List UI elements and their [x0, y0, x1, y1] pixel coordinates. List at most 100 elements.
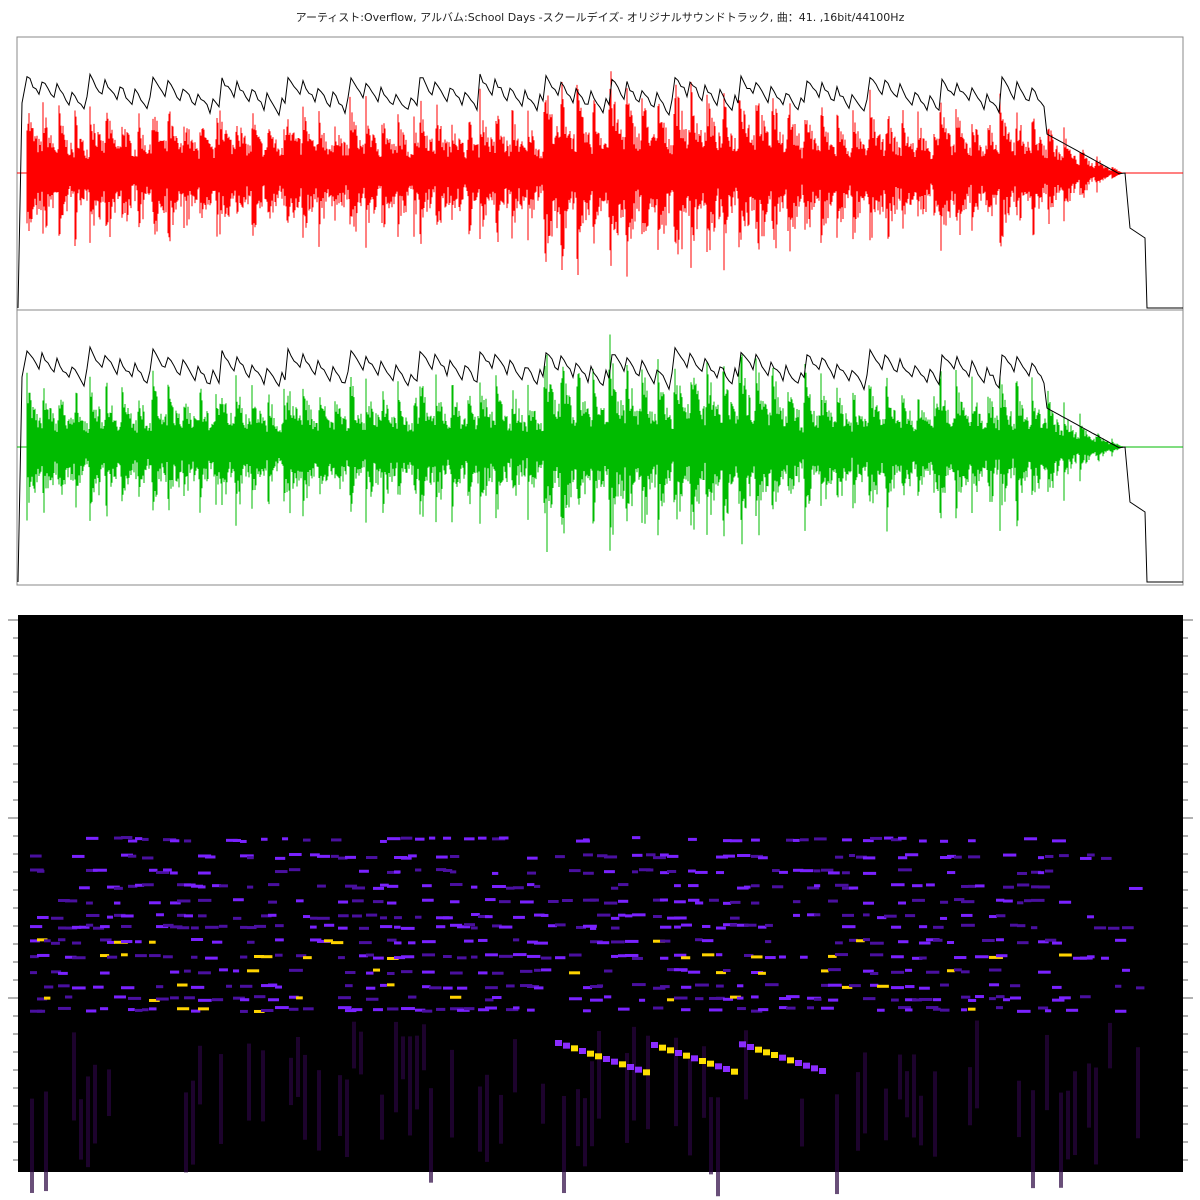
spectral-peak — [1066, 1008, 1079, 1012]
spectral-peak — [310, 853, 320, 857]
spectral-peak — [716, 996, 725, 1000]
spectral-peak — [779, 1006, 788, 1010]
spectral-peak — [240, 1009, 248, 1013]
spectral-peak — [940, 856, 952, 860]
spectral-peak — [1080, 956, 1093, 960]
spectral-peak — [961, 913, 973, 917]
spectral-peak — [625, 914, 633, 918]
spectral-peak — [870, 941, 884, 945]
spectral-peak — [716, 953, 723, 957]
spectral-peak — [289, 868, 301, 872]
spectral-peak — [828, 899, 838, 903]
spectral-peak — [1038, 940, 1049, 944]
spectral-peak — [611, 886, 619, 890]
spectral-peak — [317, 916, 330, 920]
spectral-peak — [723, 997, 734, 1001]
spectral-peak — [121, 953, 128, 957]
spectral-peak — [275, 856, 286, 860]
spectral-peak — [464, 1007, 475, 1011]
spectral-peak — [751, 995, 759, 999]
spectral-peak — [814, 884, 821, 888]
spectral-peak — [247, 940, 255, 944]
spectral-peak — [191, 884, 204, 888]
spectral-peak — [1101, 856, 1112, 860]
spectral-peak — [842, 925, 856, 929]
spectral-peak — [919, 956, 927, 960]
spectral-peak — [660, 939, 671, 943]
spectral-peak — [296, 954, 307, 958]
spectral-peak — [457, 1008, 470, 1012]
spectral-peak — [352, 886, 366, 890]
bass-note — [659, 1044, 666, 1051]
spectral-peak — [947, 969, 955, 973]
spectral-peak — [107, 915, 114, 919]
spectral-peak — [870, 971, 879, 975]
spectral-peak — [247, 885, 254, 889]
spectral-peak — [450, 870, 457, 874]
spectral-peak — [618, 1007, 630, 1011]
bass-note — [627, 1064, 634, 1070]
spectral-peak — [548, 924, 557, 928]
spectral-peak — [653, 1006, 664, 1010]
spectral-noise — [352, 1021, 356, 1069]
spectral-peak — [310, 916, 318, 920]
spectral-peak — [317, 854, 331, 858]
spectral-peak — [982, 938, 995, 942]
spectral-noise — [513, 1039, 517, 1093]
spectral-peak — [590, 998, 603, 1002]
spectral-peak — [590, 985, 603, 989]
spectral-peak — [1101, 956, 1109, 960]
spectral-peak — [758, 971, 766, 975]
spectral-peak — [1017, 871, 1028, 875]
spectral-peak — [86, 913, 100, 917]
spectral-peak — [100, 925, 110, 929]
spectral-peak — [408, 995, 417, 999]
envelope-line — [17, 345, 1183, 583]
spectral-peak — [65, 899, 78, 903]
spectral-peak — [72, 854, 85, 858]
spectral-peak — [723, 968, 731, 972]
spectral-peak — [394, 856, 408, 860]
envelope-line — [17, 72, 1183, 309]
spectral-peak — [387, 870, 400, 874]
spectral-peak — [905, 998, 917, 1002]
spectral-peak — [513, 886, 524, 890]
spectral-peak — [961, 1008, 968, 1012]
spectral-peak — [352, 899, 364, 903]
spectral-peak — [317, 939, 331, 943]
spectral-noise — [919, 1095, 923, 1146]
bass-note — [611, 1058, 618, 1065]
spectral-peak — [478, 836, 487, 840]
spectral-peak — [177, 913, 186, 917]
spectral-noise — [422, 1024, 426, 1071]
spectral-peak — [359, 926, 369, 930]
spectral-peak — [114, 901, 121, 905]
spectral-peak — [450, 923, 463, 927]
spectral-peak — [597, 854, 608, 858]
spectral-peak — [527, 940, 538, 944]
spectral-peak — [863, 901, 874, 905]
spectral-peak — [58, 1006, 71, 1010]
spectral-noise — [541, 1083, 545, 1124]
spectral-peak — [954, 855, 962, 859]
spectral-peak — [387, 938, 397, 942]
spectral-peak — [254, 955, 265, 959]
spectral-peak — [653, 856, 666, 860]
spectral-peak — [590, 926, 597, 930]
spectral-peak — [870, 953, 884, 957]
spectral-peak — [422, 940, 436, 944]
spectral-peak — [996, 1006, 1003, 1010]
spectral-peak — [387, 901, 397, 905]
spectral-peak — [765, 983, 779, 987]
spectral-peak — [275, 953, 283, 957]
spectral-peak — [1045, 854, 1054, 858]
spectral-peak — [1045, 1009, 1052, 1013]
bass-note — [819, 1068, 826, 1074]
spectral-peak — [898, 836, 907, 840]
spectral-peak — [65, 955, 77, 959]
spectral-peak — [730, 916, 740, 920]
spectral-noise — [975, 1020, 979, 1109]
spectral-peak — [1017, 941, 1029, 945]
spectral-peak — [961, 995, 971, 999]
spectral-noise — [450, 1049, 454, 1138]
